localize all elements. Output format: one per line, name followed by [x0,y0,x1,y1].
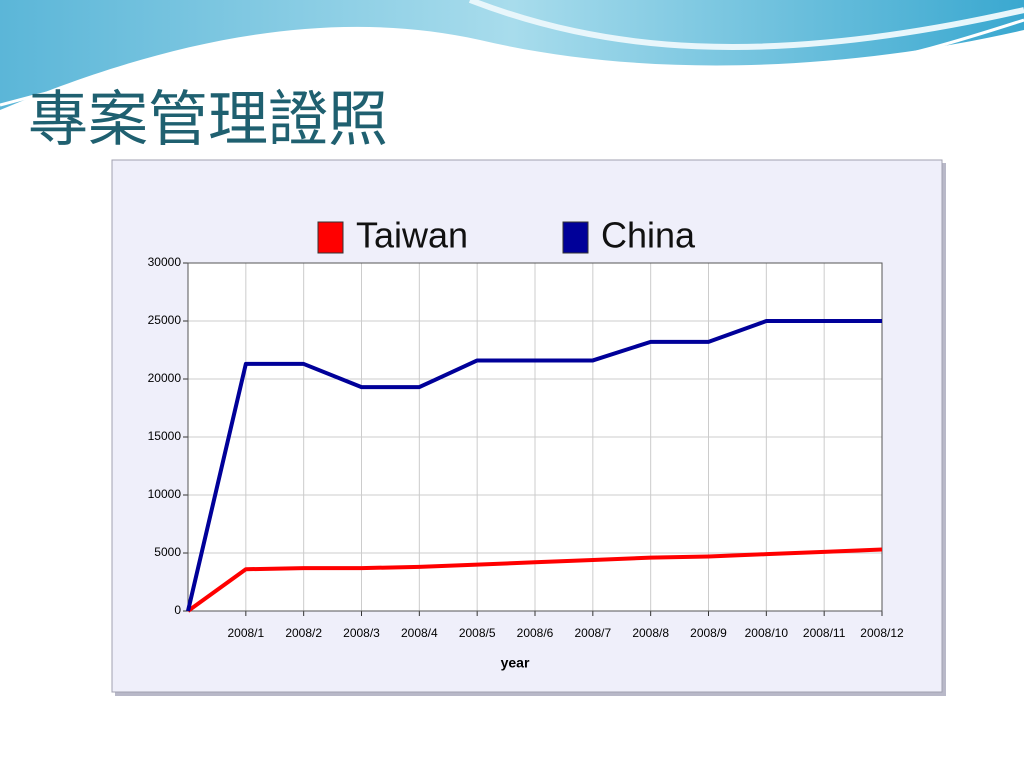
x-tick-label: 2008/11 [803,626,846,640]
y-tick-label: 0 [174,603,181,617]
slide-title: 專案管理證照 [28,86,388,153]
y-tick-label: 5000 [154,545,181,559]
x-tick-label: 2008/4 [401,626,438,640]
header-wave [0,0,1024,110]
legend-swatch [562,221,589,254]
legend-label: China [601,215,696,256]
legend-label: Taiwan [356,215,468,256]
legend-swatch [317,221,344,254]
y-tick-label: 30000 [148,255,182,269]
x-tick-label: 2008/7 [574,626,611,640]
x-tick-label: 2008/9 [690,626,727,640]
y-tick-label: 15000 [148,429,182,443]
y-tick-label: 10000 [148,487,182,501]
x-tick-label: 2008/8 [632,626,669,640]
x-axis-label: year [501,655,530,671]
y-tick-label: 20000 [148,371,182,385]
series-line [186,547,883,613]
x-tick-label: 2008/10 [745,626,789,640]
wave-line [0,18,1024,107]
chart: 0 5000 10000 15000 20000 25000 30000 2008/1 2008… [148,215,904,671]
y-tick-label: 25000 [148,313,182,327]
x-tick-label: 2008/6 [517,626,554,640]
x-tick-label: 2008/12 [860,626,904,640]
series-line [186,319,882,612]
x-tick-label: 2008/2 [285,626,322,640]
x-tick-label: 2008/1 [227,626,264,640]
wave-line [468,0,1024,50]
x-tick-label: 2008/3 [343,626,380,640]
plot-border [187,262,883,612]
x-tick-label: 2008/5 [459,626,496,640]
